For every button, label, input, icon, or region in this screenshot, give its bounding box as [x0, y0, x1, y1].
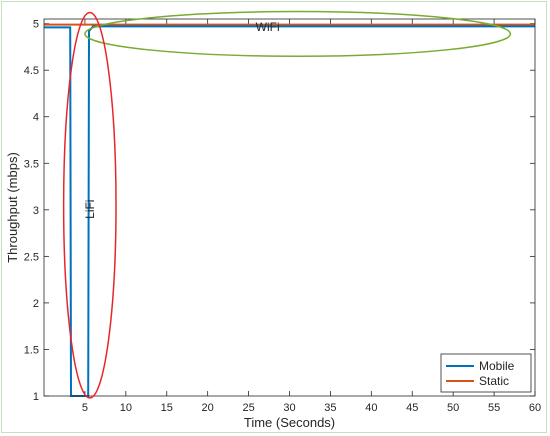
annotation-label-lifi: LiFi — [83, 200, 97, 219]
legend-box — [440, 353, 532, 393]
annotation-label-wifi: WiFi — [256, 20, 280, 34]
annotations: WiFi LiFi — [62, 10, 512, 399]
x-axis-ticks: 5 10 15 20 25 30 35 40 45 50 55 60 — [82, 19, 541, 414]
x-axis-label: Time (Seconds) — [244, 415, 335, 430]
y-tick-label: 2 — [33, 298, 39, 310]
y-axis-ticks: 1 1.5 2 2.5 3 3.5 4 4.5 5 — [24, 19, 535, 403]
plot-border — [43, 18, 536, 397]
x-tick-label: 15 — [161, 402, 173, 414]
y-tick-label: 1.5 — [24, 344, 39, 356]
x-tick-label: 60 — [529, 402, 541, 414]
x-tick-label: 25 — [242, 402, 254, 414]
legend-label-static: Static — [479, 374, 509, 388]
y-tick-label: 3.5 — [24, 158, 39, 170]
plot-area — [44, 19, 535, 396]
x-tick-label: 5 — [82, 402, 88, 414]
x-tick-label: 40 — [365, 402, 377, 414]
x-tick-label: 20 — [202, 402, 214, 414]
x-tick-label: 50 — [447, 402, 459, 414]
y-axis-label: Throughput (mbps) — [5, 152, 20, 263]
y-tick-label: 4.5 — [24, 65, 39, 77]
x-tick-label: 30 — [283, 402, 295, 414]
x-tick-label: 35 — [324, 402, 336, 414]
annotation-ellipse-wifi — [84, 10, 512, 57]
y-tick-label: 2.5 — [24, 251, 39, 263]
annotation-ellipse-lifi — [62, 11, 117, 399]
x-tick-label: 10 — [120, 402, 132, 414]
y-tick-label: 5 — [33, 19, 39, 31]
y-tick-label: 3 — [33, 205, 39, 217]
legend-label-mobile: Mobile — [479, 359, 515, 373]
x-tick-label: 55 — [488, 402, 500, 414]
x-tick-label: 45 — [406, 402, 418, 414]
y-tick-label: 4 — [33, 112, 39, 124]
y-tick-label: 1 — [33, 391, 39, 403]
